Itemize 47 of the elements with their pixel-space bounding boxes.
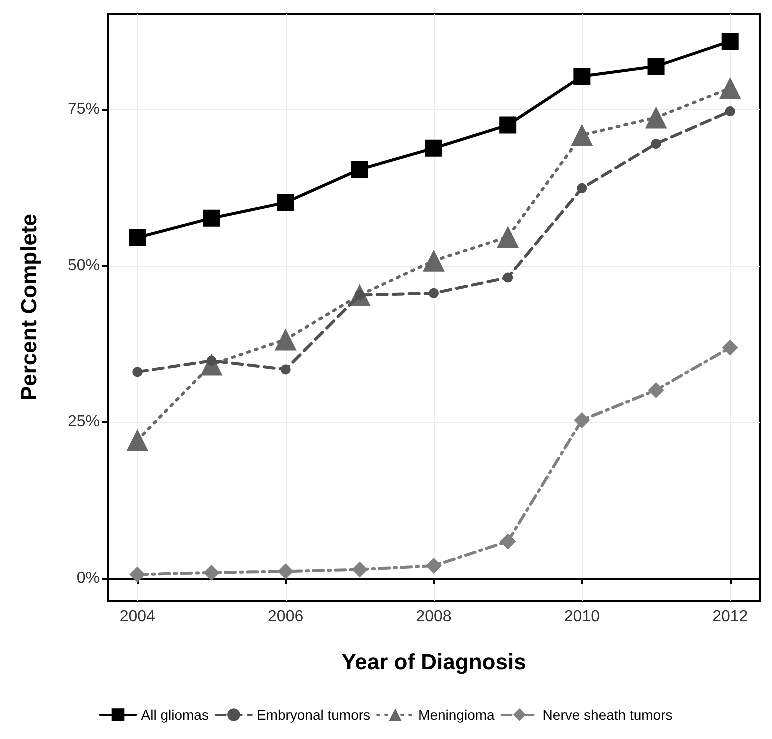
point [274, 328, 297, 351]
point [429, 288, 439, 298]
point [280, 364, 291, 375]
point [352, 562, 368, 578]
point [722, 340, 738, 356]
point [648, 382, 664, 398]
y-axis-title: Percent Complete [16, 214, 42, 402]
point [203, 210, 220, 227]
point [503, 272, 514, 283]
point [651, 139, 662, 150]
point [500, 534, 516, 550]
point [351, 161, 368, 178]
point [129, 229, 146, 246]
point [648, 58, 665, 76]
legend-label: All gliomas [141, 707, 209, 723]
legend-label: Nerve sheath tumors [542, 707, 673, 723]
x-axis-title: Year of Diagnosis [342, 650, 526, 674]
x-tick-label: 2012 [712, 608, 748, 626]
x-tick-label: 2006 [268, 608, 304, 626]
point [426, 140, 442, 157]
point [204, 564, 220, 581]
point [574, 412, 590, 428]
point [130, 566, 146, 583]
y-tick-label: 50% [68, 257, 100, 274]
point [132, 367, 143, 378]
point [571, 124, 594, 146]
y-tick-label: 0% [76, 570, 100, 587]
point [423, 250, 445, 272]
point [277, 194, 294, 212]
legend-label: Embryonal tumors [256, 707, 371, 723]
point [645, 106, 668, 129]
y-tick-label: 25% [68, 414, 100, 431]
point [719, 77, 742, 100]
point [577, 183, 588, 194]
point [497, 226, 520, 248]
point [500, 116, 517, 134]
point [426, 558, 442, 574]
point [574, 68, 591, 86]
point [722, 33, 739, 50]
legend-label: Meningioma [418, 707, 496, 723]
x-tick-label: 2008 [416, 608, 452, 626]
x-tick-label: 2010 [564, 608, 600, 626]
point [278, 564, 294, 580]
x-tick-label: 2004 [120, 608, 156, 626]
y-tick-label: 75% [68, 101, 100, 118]
point [126, 429, 149, 452]
point [725, 106, 736, 117]
